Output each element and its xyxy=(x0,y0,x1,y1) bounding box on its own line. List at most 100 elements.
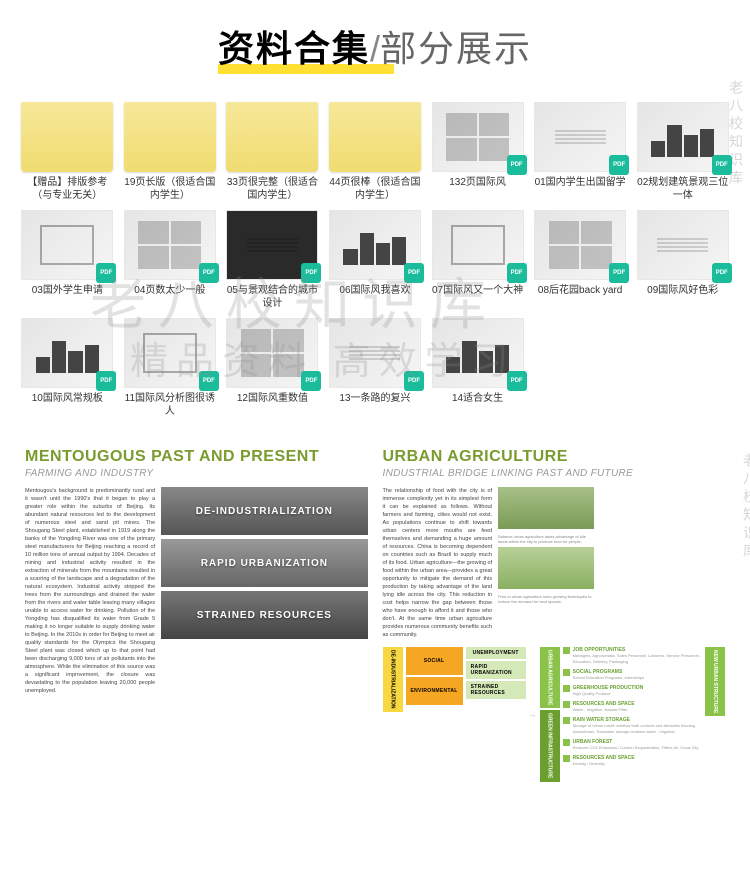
right-subtitle: INDUSTRIAL BRIDGE LINKING PAST AND FUTUR… xyxy=(383,468,726,479)
side-watermark-2: 老八校知识库 xyxy=(740,453,750,561)
file-label: 09国际风好色彩 xyxy=(635,284,730,297)
file-thumbnail xyxy=(21,318,113,388)
title-slash: / xyxy=(370,28,380,69)
file-label: 06国际风我喜欢 xyxy=(328,284,423,297)
caption-1: Balance urban agriculture takes advantag… xyxy=(498,534,594,544)
item-sub: High Quality Produce xyxy=(573,691,644,697)
col-green-infra: GREEN INFRASTRUCTURE xyxy=(540,710,560,781)
file-thumbnail xyxy=(21,102,113,172)
file-thumbnail xyxy=(21,210,113,280)
file-thumbnail xyxy=(637,210,729,280)
file-thumbnail xyxy=(329,102,421,172)
diagram-item: RESOURCES AND SPACEWater - Irrigation, N… xyxy=(563,701,702,713)
file-thumbnail xyxy=(329,210,421,280)
pdf-badge-icon xyxy=(96,263,116,283)
item-sub: Storage of Urban runoff overflow both co… xyxy=(573,723,702,735)
file-thumbnail xyxy=(637,102,729,172)
file-item[interactable]: 33页很完整（很适合国内学生） xyxy=(225,102,320,202)
caption-2: Free-in urban agriculture uses growing t… xyxy=(498,594,594,604)
file-thumbnail xyxy=(124,102,216,172)
file-item[interactable]: 12国际风重数值 xyxy=(225,318,320,418)
arrow-icon: → xyxy=(529,710,537,719)
file-item[interactable]: 01国内学生出国留学 xyxy=(533,102,628,202)
file-item[interactable]: 04页数太少一般 xyxy=(123,210,218,310)
file-item[interactable]: 13一条路的复兴 xyxy=(328,318,423,418)
file-label: 04页数太少一般 xyxy=(123,284,218,297)
file-label: 14适合女生 xyxy=(430,392,525,405)
file-label: 07国际风又一个大神 xyxy=(430,284,525,297)
file-thumbnail xyxy=(534,210,626,280)
file-item[interactable]: 08后花园back yard xyxy=(533,210,628,310)
file-item[interactable]: 09国际风好色彩 xyxy=(635,210,730,310)
file-label: 02规划建筑景观三位一体 xyxy=(635,176,730,202)
right-images: Balance urban agriculture takes advantag… xyxy=(498,487,594,639)
file-item[interactable]: 03国外学生申请 xyxy=(20,210,115,310)
col-environmental: ENVIRONMENTAL xyxy=(406,677,463,705)
file-label: 10国际风常规板 xyxy=(20,392,115,405)
file-grid: 【赠品】排版参考（与专业无关） 19页长版（很适合国内学生） 33页很完整（很适合国… xyxy=(0,87,750,433)
file-thumbnail xyxy=(226,318,318,388)
pdf-badge-icon xyxy=(199,263,219,283)
file-label: 03国外学生申请 xyxy=(20,284,115,297)
file-item[interactable]: 19页长版（很适合国内学生） xyxy=(123,102,218,202)
file-item[interactable]: 07国际风又一个大神 xyxy=(430,210,525,310)
file-thumbnail xyxy=(432,102,524,172)
item-sub: Managers, Agronomists, Sales Personnel, … xyxy=(573,653,702,665)
file-item[interactable]: 44页很棒（很适合国内学生） xyxy=(328,102,423,202)
diagram-item: URBAN FORESTReduces CO2 Emissions / Carb… xyxy=(563,739,702,751)
file-item[interactable]: 05与景观结合的城市设计 xyxy=(225,210,320,310)
block-rapid: RAPID URBANIZATION xyxy=(466,661,526,679)
right-image-1 xyxy=(498,487,594,529)
diagram-items: JOB OPPORTUNITIESManagers, Agronomists, … xyxy=(563,647,702,782)
diagram-item: JOB OPPORTUNITIESManagers, Agronomists, … xyxy=(563,647,702,665)
file-label: 11国际风分析图很诱人 xyxy=(123,392,218,418)
right-body-text: The relationship of food with the city i… xyxy=(383,487,493,639)
file-label: 19页长版（很适合国内学生） xyxy=(123,176,218,202)
col-deindustrialization: DE-INDUSTRIALIZATION xyxy=(383,647,403,712)
right-image-2 xyxy=(498,547,594,589)
file-item[interactable]: 10国际风常规板 xyxy=(20,318,115,418)
file-item[interactable]: 14适合女生 xyxy=(430,318,525,418)
header-title: 资料合集/部分展示 xyxy=(218,20,532,72)
item-sub: Water - Irrigation, Natural Filter xyxy=(573,707,635,713)
band-deindustrialization: DE-INDUSTRIALIZATION xyxy=(161,487,367,535)
block-unemployment: UNEMPLOYMENT xyxy=(466,647,526,659)
file-thumbnail xyxy=(226,210,318,280)
preview-right: URBAN AGRICULTURE INDUSTRIAL BRIDGE LINK… xyxy=(383,448,726,782)
pdf-badge-icon xyxy=(301,371,321,391)
pdf-badge-icon xyxy=(507,155,527,175)
marker-icon xyxy=(563,685,570,692)
file-thumbnail xyxy=(432,210,524,280)
file-item[interactable]: 132页国际风 xyxy=(430,102,525,202)
file-label: 13一条路的复兴 xyxy=(328,392,423,405)
file-item[interactable]: 02规划建筑景观三位一体 xyxy=(635,102,730,202)
marker-icon xyxy=(563,755,570,762)
pdf-badge-icon xyxy=(199,371,219,391)
band-urbanization: RAPID URBANIZATION xyxy=(161,539,367,587)
file-label: 08后花园back yard xyxy=(533,284,628,297)
item-sub: School Education Programs, Internships xyxy=(573,675,644,681)
diagram-item: GREENHOUSE PRODUCTIONHigh Quality Produc… xyxy=(563,685,702,697)
preview-row: MENTOUGOUS PAST AND PRESENT FARMING AND … xyxy=(25,448,725,782)
file-item[interactable]: 06国际风我喜欢 xyxy=(328,210,423,310)
marker-icon xyxy=(563,669,570,676)
pdf-badge-icon xyxy=(96,371,116,391)
file-thumbnail xyxy=(534,102,626,172)
marker-icon xyxy=(563,717,570,724)
file-label: 01国内学生出国留学 xyxy=(533,176,628,189)
col-social: SOCIAL xyxy=(406,647,463,675)
pdf-badge-icon xyxy=(609,263,629,283)
pdf-badge-icon xyxy=(507,263,527,283)
diagram-item: RAIN WATER STORAGEStorage of Urban runof… xyxy=(563,717,702,735)
file-thumbnail xyxy=(226,102,318,172)
file-thumbnail xyxy=(124,318,216,388)
left-body-text: Mentougou's background is predominantly … xyxy=(25,487,155,695)
marker-icon xyxy=(563,701,570,708)
file-thumbnail xyxy=(329,318,421,388)
pdf-badge-icon xyxy=(712,263,732,283)
file-item[interactable]: 【赠品】排版参考（与专业无关） xyxy=(20,102,115,202)
pdf-badge-icon xyxy=(404,263,424,283)
item-sub: Reduces CO2 Emissions / Carbon Sequestra… xyxy=(573,745,699,751)
pdf-badge-icon xyxy=(404,371,424,391)
file-item[interactable]: 11国际风分析图很诱人 xyxy=(123,318,218,418)
